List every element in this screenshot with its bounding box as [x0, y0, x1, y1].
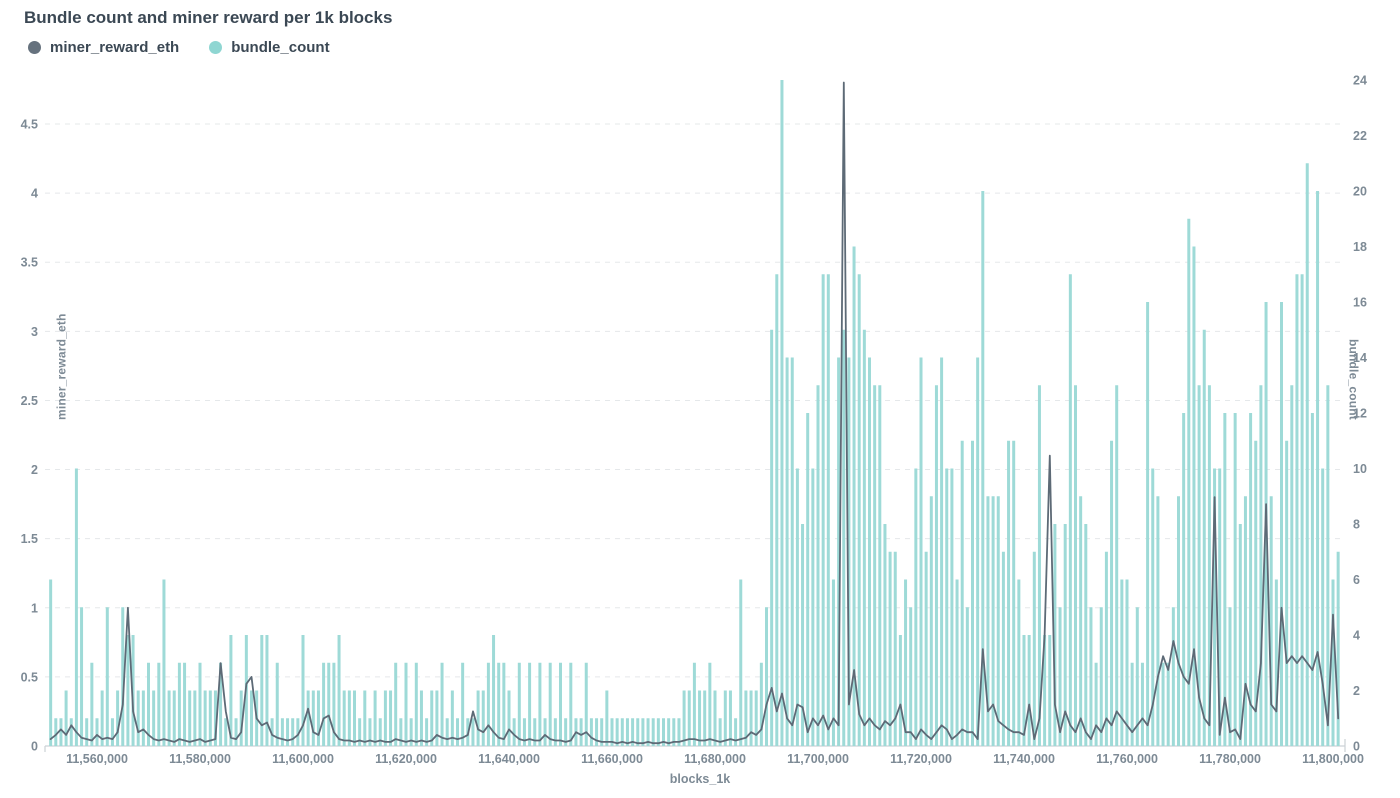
- x-axis-tick-label: 11,800,000: [1302, 752, 1364, 766]
- x-axis-tick-label: 11,700,000: [787, 752, 849, 766]
- legend-item-bundle-count[interactable]: bundle_count: [209, 39, 330, 56]
- right-axis-tick-label: 20: [1353, 185, 1367, 199]
- left-axis-tick-label: 2.5: [21, 394, 38, 408]
- x-axis-tick-label: 11,640,000: [478, 752, 540, 766]
- right-axis-tick-label: 4: [1353, 629, 1360, 643]
- legend-label-miner-reward-eth: miner_reward_eth: [50, 39, 180, 56]
- bundle-count-bars: [49, 80, 1340, 746]
- x-axis-tick-label: 11,680,000: [684, 752, 746, 766]
- x-axis-title: blocks_1k: [669, 772, 731, 786]
- legend-dot-miner-reward-icon: [28, 41, 41, 54]
- right-axis-title: bundle_count: [1346, 338, 1361, 420]
- right-axis-tick-label: 14: [1353, 351, 1367, 365]
- left-axis-tick-label: 3: [31, 325, 38, 339]
- legend: miner_reward_eth bundle_count: [28, 39, 330, 56]
- right-axis-tick-label: 0: [1353, 740, 1360, 754]
- left-axis-tick-label: 0: [31, 740, 38, 754]
- right-axis-tick-label: 6: [1353, 573, 1360, 587]
- x-axis-tick-label: 11,780,000: [1199, 752, 1261, 766]
- left-axis-tick-label: 2: [31, 463, 38, 477]
- left-axis-tick-label: 3.5: [21, 256, 38, 270]
- x-axis-tick-label: 11,760,000: [1096, 752, 1158, 766]
- legend-item-miner-reward-eth[interactable]: miner_reward_eth: [28, 39, 179, 56]
- x-axis-tick-labels: 11,560,000 11,580,000 11,600,000 11,620,000…: [66, 752, 1364, 766]
- right-axis-tick-label: 24: [1353, 74, 1367, 88]
- right-axis-tick-label: 22: [1353, 129, 1367, 143]
- x-axis-tick-label: 11,720,000: [890, 752, 952, 766]
- x-axis-tick-label: 11,560,000: [66, 752, 128, 766]
- left-axis-title: miner_reward_eth: [54, 313, 69, 420]
- left-axis-tick-label: 0.5: [21, 670, 38, 684]
- right-axis-tick-label: 10: [1353, 462, 1367, 476]
- right-axis-tick-label: 18: [1353, 240, 1367, 254]
- miner-reward-line: [49, 81, 1340, 745]
- right-axis-tick-label: 16: [1353, 296, 1367, 310]
- left-axis-tick-label: 1: [31, 601, 38, 615]
- right-axis-tick-label: 8: [1353, 518, 1360, 532]
- x-axis-tick-label: 11,620,000: [375, 752, 437, 766]
- right-axis-tick-label: 2: [1353, 684, 1360, 698]
- legend-label-bundle-count: bundle_count: [231, 39, 330, 56]
- chart-title: Bundle count and miner reward per 1k blo…: [24, 8, 393, 27]
- gridlines: [45, 123, 1345, 678]
- left-axis-tick-label: 1.5: [21, 532, 38, 546]
- left-axis-tick-labels: 0 0.5 1 1.5 2 2.5 3 3.5 4 4.5: [21, 118, 38, 754]
- x-axis-tick-label: 11,580,000: [169, 752, 231, 766]
- right-axis-tick-label: 12: [1353, 407, 1367, 421]
- x-axis-tick-label: 11,740,000: [993, 752, 1055, 766]
- x-axis-tick-label: 11,660,000: [581, 752, 643, 766]
- legend-dot-bundle-count-icon: [209, 41, 223, 54]
- left-axis-tick-label: 4: [31, 187, 38, 201]
- x-axis-tick-label: 11,600,000: [272, 752, 334, 766]
- left-axis-tick-label: 4.5: [21, 118, 38, 132]
